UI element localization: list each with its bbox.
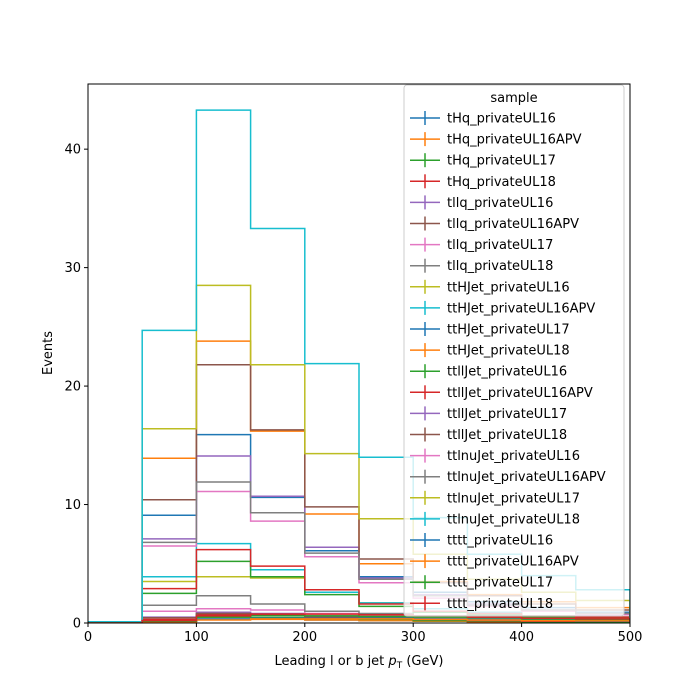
plot-frame [87,83,631,624]
legend-items: tHq_privateUL16 tHq_privateUL16APV tHq_pri… [410,111,606,612]
legend-label: ttHJet_privateUL16APV [447,301,595,316]
legend-item: tttt_privateUL16APV [410,554,579,570]
x-tick-label: 400 [509,630,534,645]
x-tick-label: 100 [184,630,209,645]
legend-item: tttt_privateUL18 [410,596,553,612]
legend-item: tllq_privateUL18 [410,258,553,274]
legend-item: ttHJet_privateUL18 [410,343,570,359]
legend-label: tttt_privateUL16 [447,534,553,549]
legend-item: ttllJet_privateUL16APV [410,385,593,401]
y-tick-label: 40 [64,143,81,158]
legend-item: tllq_privateUL16APV [410,216,579,232]
legend-label: tHq_privateUL17 [447,154,556,169]
legend-item: ttllJet_privateUL16 [410,364,567,380]
legend-label: tllq_privateUL18 [447,259,553,274]
legend-label: ttllJet_privateUL18 [447,428,567,443]
x-tick-label: 200 [292,630,317,645]
legend-label: ttlnuJet_privateUL16APV [447,470,606,485]
legend-box [403,84,625,617]
legend-item: ttllJet_privateUL18 [410,427,567,443]
legend-item: ttlnuJet_privateUL16APV [410,469,606,485]
legend-label: ttlnuJet_privateUL17 [447,491,580,506]
legend-title: sample [490,91,537,106]
legend-item: ttHJet_privateUL17 [410,322,570,338]
legend-label: tttt_privateUL16APV [447,555,579,570]
legend-item: ttlnuJet_privateUL16 [410,448,580,464]
x-axis: 0 100 200 300 400 500 [84,623,643,645]
series-step-tttt_privateUL18 [88,613,630,623]
y-axis: 0 10 20 30 40 [64,143,88,632]
legend-item: ttllJet_privateUL17 [410,406,567,422]
legend-label: tllq_privateUL17 [447,238,553,253]
legend-label: ttHJet_privateUL17 [447,323,570,338]
legend-label: tttt_privateUL17 [447,576,553,591]
legend: sample tHq_privateUL16 tHq_privateUL16APV… [403,84,625,617]
legend-item: tHq_privateUL16APV [410,132,582,148]
x-tick-label: 0 [84,630,92,645]
x-axis-label: Leading l or b jet pT (GeV) [275,654,444,671]
legend-item: tHq_privateUL18 [410,174,556,190]
legend-item: tttt_privateUL16 [410,533,553,549]
legend-label: tHq_privateUL16 [447,112,556,127]
legend-item: tllq_privateUL17 [410,237,553,253]
legend-item: tttt_privateUL17 [410,575,553,591]
legend-label: ttHJet_privateUL16 [447,280,570,295]
y-axis-label: Events [41,331,56,375]
legend-label: ttlnuJet_privateUL16 [447,449,580,464]
legend-label: tHq_privateUL18 [447,175,556,190]
x-tick-label: 500 [618,630,643,645]
legend-label: ttllJet_privateUL16 [447,365,567,380]
legend-item: tHq_privateUL16 [410,111,556,127]
legend-label: tHq_privateUL16APV [447,133,582,148]
y-tick-label: 30 [64,261,81,276]
legend-label: ttllJet_privateUL16APV [447,386,593,401]
legend-label: ttHJet_privateUL18 [447,344,570,359]
y-tick-label: 20 [64,380,81,395]
legend-item: ttlnuJet_privateUL17 [410,490,580,506]
legend-item: ttHJet_privateUL16APV [410,300,595,316]
legend-label: tllq_privateUL16 [447,196,553,211]
legend-item: tllq_privateUL16 [410,195,553,211]
x-tick-label: 300 [401,630,426,645]
legend-item: tHq_privateUL17 [410,153,556,169]
legend-item: ttlnuJet_privateUL18 [410,511,580,527]
legend-label: tttt_privateUL18 [447,597,553,612]
legend-label: ttllJet_privateUL17 [447,407,567,422]
y-tick-label: 0 [73,617,81,632]
y-tick-label: 10 [64,498,81,513]
legend-label: tllq_privateUL16APV [447,217,579,232]
legend-item: ttHJet_privateUL16 [410,279,570,295]
legend-label: ttlnuJet_privateUL18 [447,512,580,527]
